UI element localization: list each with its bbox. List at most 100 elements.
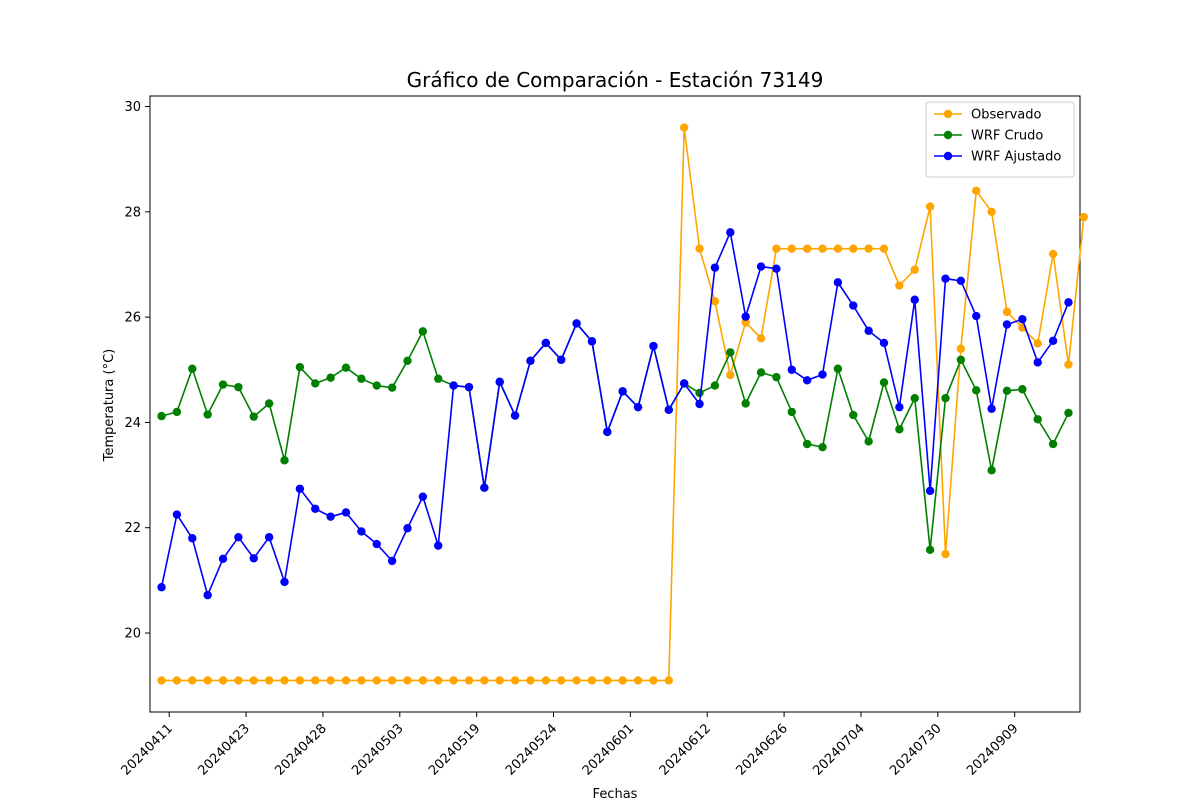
data-point-wrf-crudo (326, 373, 335, 382)
data-point-observado (726, 370, 735, 380)
x-tick-label: 20240626 (734, 721, 791, 778)
data-point-wrf-ajustado (603, 427, 612, 437)
data-point-wrf-crudo (157, 411, 166, 421)
data-point-wrf-crudo (864, 437, 873, 446)
data-point-wrf-ajustado (572, 319, 581, 328)
data-point-wrf-ajustado (234, 533, 243, 542)
data-point-wrf-ajustado (264, 533, 274, 542)
data-point-wrf-ajustado (925, 486, 935, 496)
y-tick-label: 26 (124, 311, 141, 326)
data-point-wrf-ajustado (172, 510, 182, 519)
data-point-wrf-ajustado (956, 276, 966, 285)
data-point-wrf-ajustado (510, 411, 520, 420)
data-point-wrf-ajustado (941, 274, 950, 283)
data-point-observado (879, 244, 889, 253)
legend-marker-observado (943, 109, 953, 119)
data-point-observado (403, 676, 412, 685)
data-point-observado (295, 676, 305, 685)
data-point-wrf-ajustado (326, 512, 335, 521)
x-tick-label: 20240411 (119, 721, 176, 778)
legend-label-wrf-crudo: WRF Crudo (971, 129, 1043, 144)
data-point-wrf-ajustado (664, 405, 674, 414)
data-point-wrf-crudo (925, 545, 935, 555)
data-point-wrf-crudo (280, 456, 289, 465)
data-point-wrf-ajustado (1018, 315, 1027, 324)
data-point-wrf-crudo (341, 363, 351, 372)
data-point-wrf-crudo (879, 378, 889, 387)
data-point-observado (1048, 249, 1058, 259)
data-point-wrf-ajustado (434, 541, 443, 550)
data-point-wrf-crudo (295, 362, 305, 372)
data-point-wrf-crudo (172, 407, 182, 417)
data-point-observado (895, 281, 904, 290)
data-point-wrf-ajustado (218, 554, 228, 563)
legend-box (925, 101, 1075, 178)
x-tick-label: 20240704 (810, 721, 867, 778)
x-tick-label: 20240503 (349, 721, 406, 778)
data-point-wrf-ajustado (495, 377, 504, 387)
data-point-wrf-ajustado (818, 370, 827, 379)
data-point-wrf-crudo (1033, 415, 1042, 424)
x-tick-label: 20240519 (426, 721, 483, 778)
legend-label-wrf-ajustado: WRF Ajustado (971, 150, 1061, 165)
data-point-wrf-ajustado (726, 228, 735, 237)
data-point-wrf-ajustado (679, 379, 689, 388)
data-point-observado (464, 676, 474, 685)
x-tick-label: 20240730 (887, 721, 944, 778)
data-point-observado (649, 676, 658, 685)
data-point-observado (987, 207, 996, 217)
data-point-wrf-crudo (756, 368, 766, 377)
data-point-observado (925, 202, 935, 211)
data-point-observado (1002, 307, 1012, 317)
data-point-wrf-ajustado (449, 381, 458, 390)
data-point-wrf-ajustado (987, 404, 996, 413)
legend-marker-wrf-crudo (943, 130, 953, 140)
data-point-observado (603, 676, 612, 685)
data-point-wrf-crudo (311, 379, 320, 388)
data-point-observado (480, 676, 489, 685)
data-point-observado (188, 676, 197, 685)
data-point-observado (326, 676, 335, 685)
x-tick-label: 20240423 (196, 721, 253, 778)
data-point-wrf-crudo (1002, 386, 1012, 396)
data-point-wrf-crudo (941, 394, 950, 403)
y-tick-label: 30 (124, 100, 141, 115)
data-point-wrf-crudo (188, 364, 197, 373)
data-point-wrf-ajustado (649, 341, 658, 351)
data-point-observado (1033, 339, 1042, 348)
data-point-wrf-crudo (418, 327, 428, 336)
data-point-observado (526, 676, 535, 685)
data-point-wrf-ajustado (357, 527, 366, 536)
x-tick-label: 20240909 (964, 721, 1021, 778)
data-point-wrf-ajustado (849, 301, 858, 310)
data-point-wrf-crudo (695, 388, 704, 398)
data-point-observado (203, 676, 212, 685)
data-point-observado (633, 676, 643, 685)
data-point-wrf-crudo (833, 364, 843, 373)
data-point-observado (710, 297, 720, 306)
chart-title: Gráfico de Comparación - Estación 73149 (407, 68, 824, 92)
data-point-observado (572, 676, 581, 685)
legend-marker-wrf-ajustado (943, 151, 953, 161)
data-point-wrf-crudo (772, 372, 781, 382)
data-point-wrf-ajustado (480, 483, 489, 492)
data-point-observado (234, 676, 243, 685)
data-point-observado (387, 676, 397, 685)
data-point-wrf-ajustado (772, 264, 781, 273)
data-point-observado (802, 244, 812, 253)
data-point-observado (1079, 212, 1089, 222)
data-point-wrf-ajustado (280, 577, 289, 587)
data-point-wrf-crudo (726, 348, 735, 357)
data-point-wrf-crudo (787, 407, 796, 417)
data-point-observado (541, 676, 551, 685)
y-tick-label: 20 (124, 627, 141, 642)
data-point-wrf-ajustado (203, 590, 212, 600)
data-point-observado (218, 676, 228, 685)
data-point-wrf-crudo (710, 381, 720, 390)
data-point-wrf-ajustado (403, 524, 412, 533)
y-tick-label: 22 (124, 521, 141, 536)
data-point-observado (910, 265, 919, 274)
y-tick-label: 28 (124, 205, 141, 220)
x-tick-label: 20240524 (503, 721, 560, 778)
y-axis-label: Temperatura (°C) (102, 349, 117, 462)
